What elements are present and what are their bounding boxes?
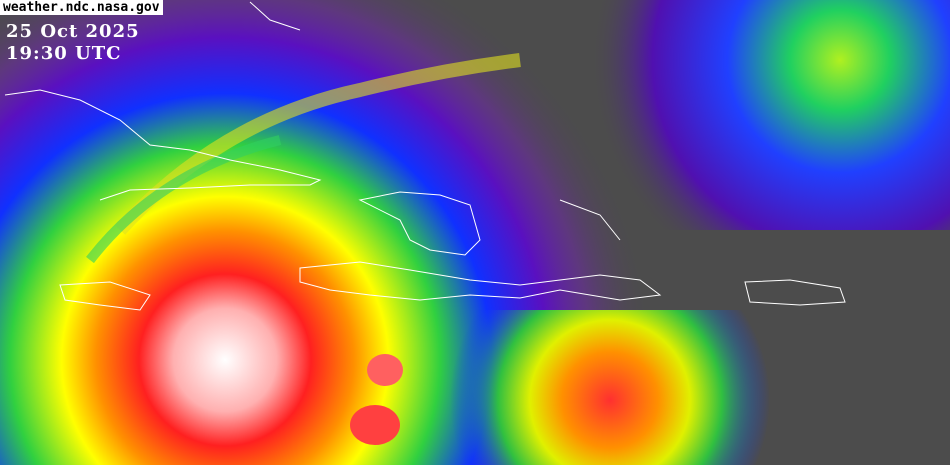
source-label: weather.ndc.nasa.gov: [0, 0, 163, 15]
convective-cell: [350, 405, 400, 445]
coastlines: [4, 1, 846, 311]
convective-cell: [367, 354, 403, 386]
rainband: [86, 135, 282, 264]
time-label: 19:30 UTC: [6, 43, 122, 64]
southeast-convection: [440, 310, 780, 465]
outer-rainband: [114, 53, 521, 235]
northeast-cloud-band: [460, 0, 950, 230]
date-label: 25 Oct 2025: [6, 21, 140, 42]
